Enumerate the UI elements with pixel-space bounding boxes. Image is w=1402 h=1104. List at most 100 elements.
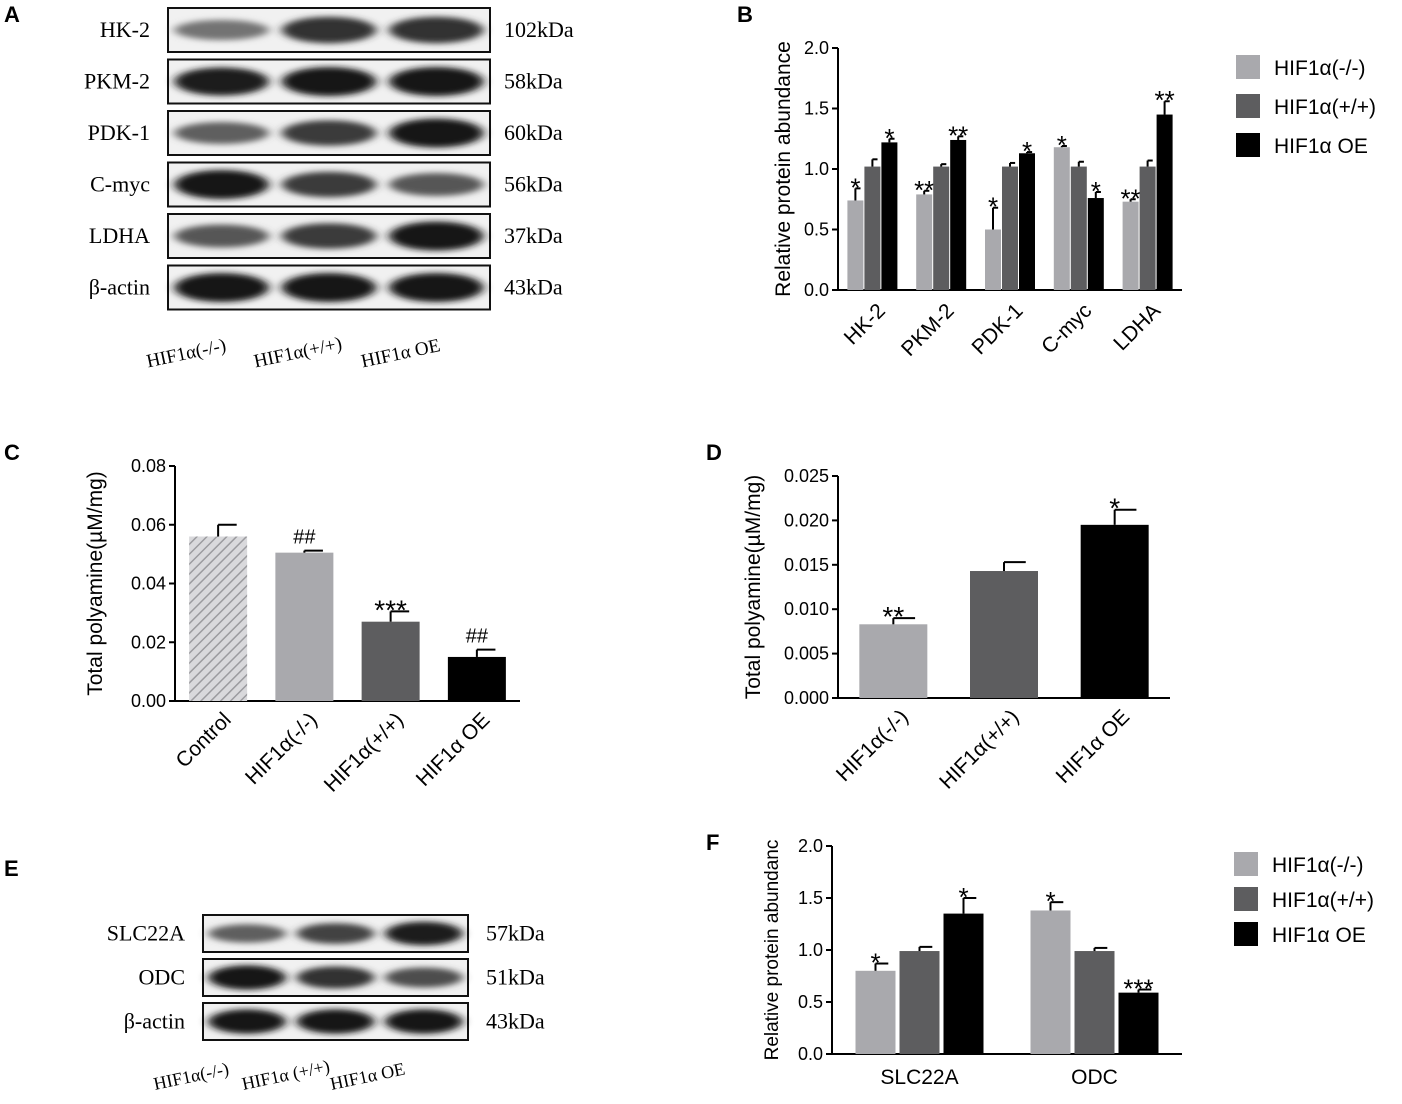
y-axis-label: Relative protein abundanc [762, 840, 783, 1061]
x-tick-label: HK-2 [840, 299, 890, 349]
blot-band [389, 272, 484, 303]
significance-label: ## [293, 527, 316, 549]
blot-lane-label: HIF1α OE [359, 335, 442, 372]
blot-size-label: 60kDa [504, 120, 563, 145]
significance-label: * [1057, 130, 1067, 160]
blot-size-label: 56kDa [504, 172, 563, 197]
bar [933, 166, 950, 290]
y-axis-label: Total polyamine(µM/mg) [84, 471, 107, 696]
significance-label: ** [948, 120, 968, 150]
panel-label-e: E [4, 856, 19, 881]
y-tick-label: 0.005 [784, 644, 829, 664]
significance-label: ** [1154, 85, 1174, 115]
blot-band [389, 118, 484, 148]
y-tick-label: 0.5 [804, 220, 829, 240]
x-tick-label: HIF1α OE [1052, 705, 1135, 788]
bar [1002, 166, 1018, 290]
blot-band [281, 120, 377, 146]
bar [916, 194, 933, 290]
blot-band [281, 272, 377, 303]
legend-label: HIF1α OE [1272, 924, 1366, 947]
y-tick-label: 0.015 [784, 555, 829, 575]
western-blot-e: SLC22A 57kDa ODC 51kDa β-actin 43kDa HIF1α(-/-… [107, 914, 545, 1095]
blot-band [296, 1009, 375, 1034]
blot-row-label: PKM-2 [84, 69, 150, 94]
western-blot-a: HK-2 102kDa PKM-2 58kDa PDK-1 60kDa C-myc 56kDa… [84, 7, 574, 372]
x-tick-label: PKM-2 [897, 299, 959, 361]
blot-band [174, 19, 269, 41]
blot-band [384, 967, 463, 988]
bar [1122, 201, 1139, 290]
blot-size-label: 57kDa [486, 921, 545, 946]
x-tick-label: Control [172, 708, 236, 772]
panel-label-c: C [4, 440, 20, 465]
y-tick-label: 0.00 [131, 691, 166, 711]
y-tick-label: 0.000 [784, 688, 829, 708]
blot-size-label: 37kDa [504, 223, 563, 248]
blot-band [174, 272, 269, 303]
blot-row-label: C-myc [90, 172, 150, 197]
significance-label: * [850, 172, 860, 202]
x-tick-label: ODC [1071, 1066, 1118, 1089]
bar [985, 229, 1001, 290]
legend-label: HIF1α(-/-) [1272, 854, 1363, 877]
blot-size-label: 43kDa [504, 275, 563, 300]
bar [1080, 524, 1149, 698]
bar [275, 552, 334, 701]
significance-label: ** [914, 175, 934, 205]
y-tick-label: 0.08 [131, 456, 166, 476]
blot-band [174, 169, 269, 200]
y-tick-label: 1.5 [798, 888, 823, 908]
significance-label: * [1022, 136, 1032, 166]
bar [1074, 951, 1115, 1054]
y-axis-label: Total polyamine(µM/mg) [742, 475, 765, 700]
y-tick-label: 1.0 [798, 940, 823, 960]
bar [855, 970, 896, 1054]
blot-band [281, 16, 377, 44]
significance-label: *** [374, 594, 407, 625]
y-tick-label: 0.025 [784, 466, 829, 486]
bar-chart-f: 0.0 0.5 1.0 1.5 2.0 Relative protein abundanc… [762, 836, 1374, 1089]
x-tick-label: HIF1α(+/+) [320, 708, 408, 796]
y-tick-label: 2.0 [798, 836, 823, 856]
panel-label-d: D [706, 440, 722, 465]
bar [943, 913, 984, 1054]
blot-size-label: 43kDa [486, 1009, 545, 1034]
blot-band [174, 122, 269, 144]
legend-label: HIF1α(-/-) [1274, 57, 1365, 80]
bar [881, 142, 898, 290]
blot-lane-label: HIF1α OE [328, 1059, 406, 1094]
significance-label: * [1091, 176, 1101, 206]
significance-label: ** [882, 601, 904, 632]
blot-band [384, 921, 463, 946]
blot-band [281, 223, 377, 249]
blot-row-label: β-actin [89, 275, 150, 300]
significance-label: ** [1120, 183, 1140, 213]
significance-label: * [958, 882, 968, 912]
blot-band [389, 66, 484, 97]
x-tick-label: HIF1α(-/-) [832, 705, 913, 786]
legend-swatch [1236, 55, 1260, 79]
bar [970, 571, 1038, 698]
bar [1087, 198, 1104, 290]
legend-swatch [1236, 94, 1260, 118]
blot-size-label: 51kDa [486, 965, 545, 990]
y-tick-label: 1.5 [804, 99, 829, 119]
significance-label: *** [1123, 974, 1153, 1004]
blot-band [174, 67, 269, 96]
bar-chart-d: 0.000 0.005 0.010 0.015 0.020 0.025 Total poly… [742, 466, 1170, 794]
legend-label: HIF1α OE [1274, 135, 1368, 158]
bar [899, 951, 940, 1054]
significance-label: * [870, 948, 880, 978]
y-tick-label: 0.020 [784, 510, 829, 530]
blot-band [296, 923, 375, 944]
significance-label: ## [466, 626, 489, 648]
bar [447, 656, 506, 701]
bar [847, 200, 864, 290]
blot-band [281, 66, 377, 97]
bar [1053, 147, 1070, 290]
y-tick-label: 1.0 [804, 159, 829, 179]
blot-band [174, 224, 269, 248]
legend-swatch [1236, 133, 1260, 157]
